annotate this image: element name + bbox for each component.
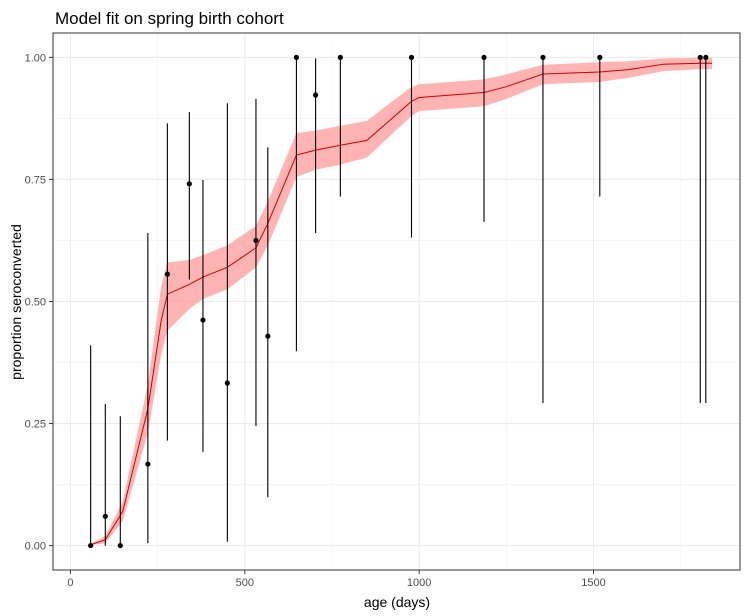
data-point xyxy=(117,542,123,549)
data-point xyxy=(102,513,108,519)
data-point xyxy=(312,92,319,98)
data-point xyxy=(145,461,151,467)
data-point xyxy=(88,542,94,549)
x-tick-label: 500 xyxy=(236,577,254,589)
data-point xyxy=(703,54,709,61)
data-point xyxy=(337,54,343,61)
y-tick-label: 0.00 xyxy=(25,541,46,553)
y-tick-label: 0.25 xyxy=(25,419,46,431)
data-point xyxy=(265,333,271,339)
y-tick-label: 0.75 xyxy=(25,174,46,186)
plot-area: 0 500 1000 1500 0.00 0.25 0.50 0.75 1.00 xyxy=(25,32,741,589)
data-point xyxy=(164,271,170,277)
data-point xyxy=(200,317,206,323)
x-axis-title: age (days) xyxy=(364,594,430,610)
data-point xyxy=(481,54,487,61)
y-tick-label: 1.00 xyxy=(25,52,46,64)
data-point xyxy=(697,54,703,61)
data-point xyxy=(408,54,415,61)
data-point xyxy=(253,237,259,244)
data-point xyxy=(540,54,546,61)
x-tick-label: 1000 xyxy=(407,577,431,589)
x-tick-label: 1500 xyxy=(581,577,605,589)
y-axis-title: proportion seroconverted xyxy=(8,224,24,380)
data-point xyxy=(224,380,230,386)
data-point xyxy=(597,54,603,61)
data-point xyxy=(186,181,192,187)
data-point xyxy=(293,54,300,61)
chart-title: Model fit on spring birth cohort xyxy=(55,9,284,28)
x-tick-label: 0 xyxy=(67,577,73,589)
y-tick-label: 0.50 xyxy=(25,297,46,309)
